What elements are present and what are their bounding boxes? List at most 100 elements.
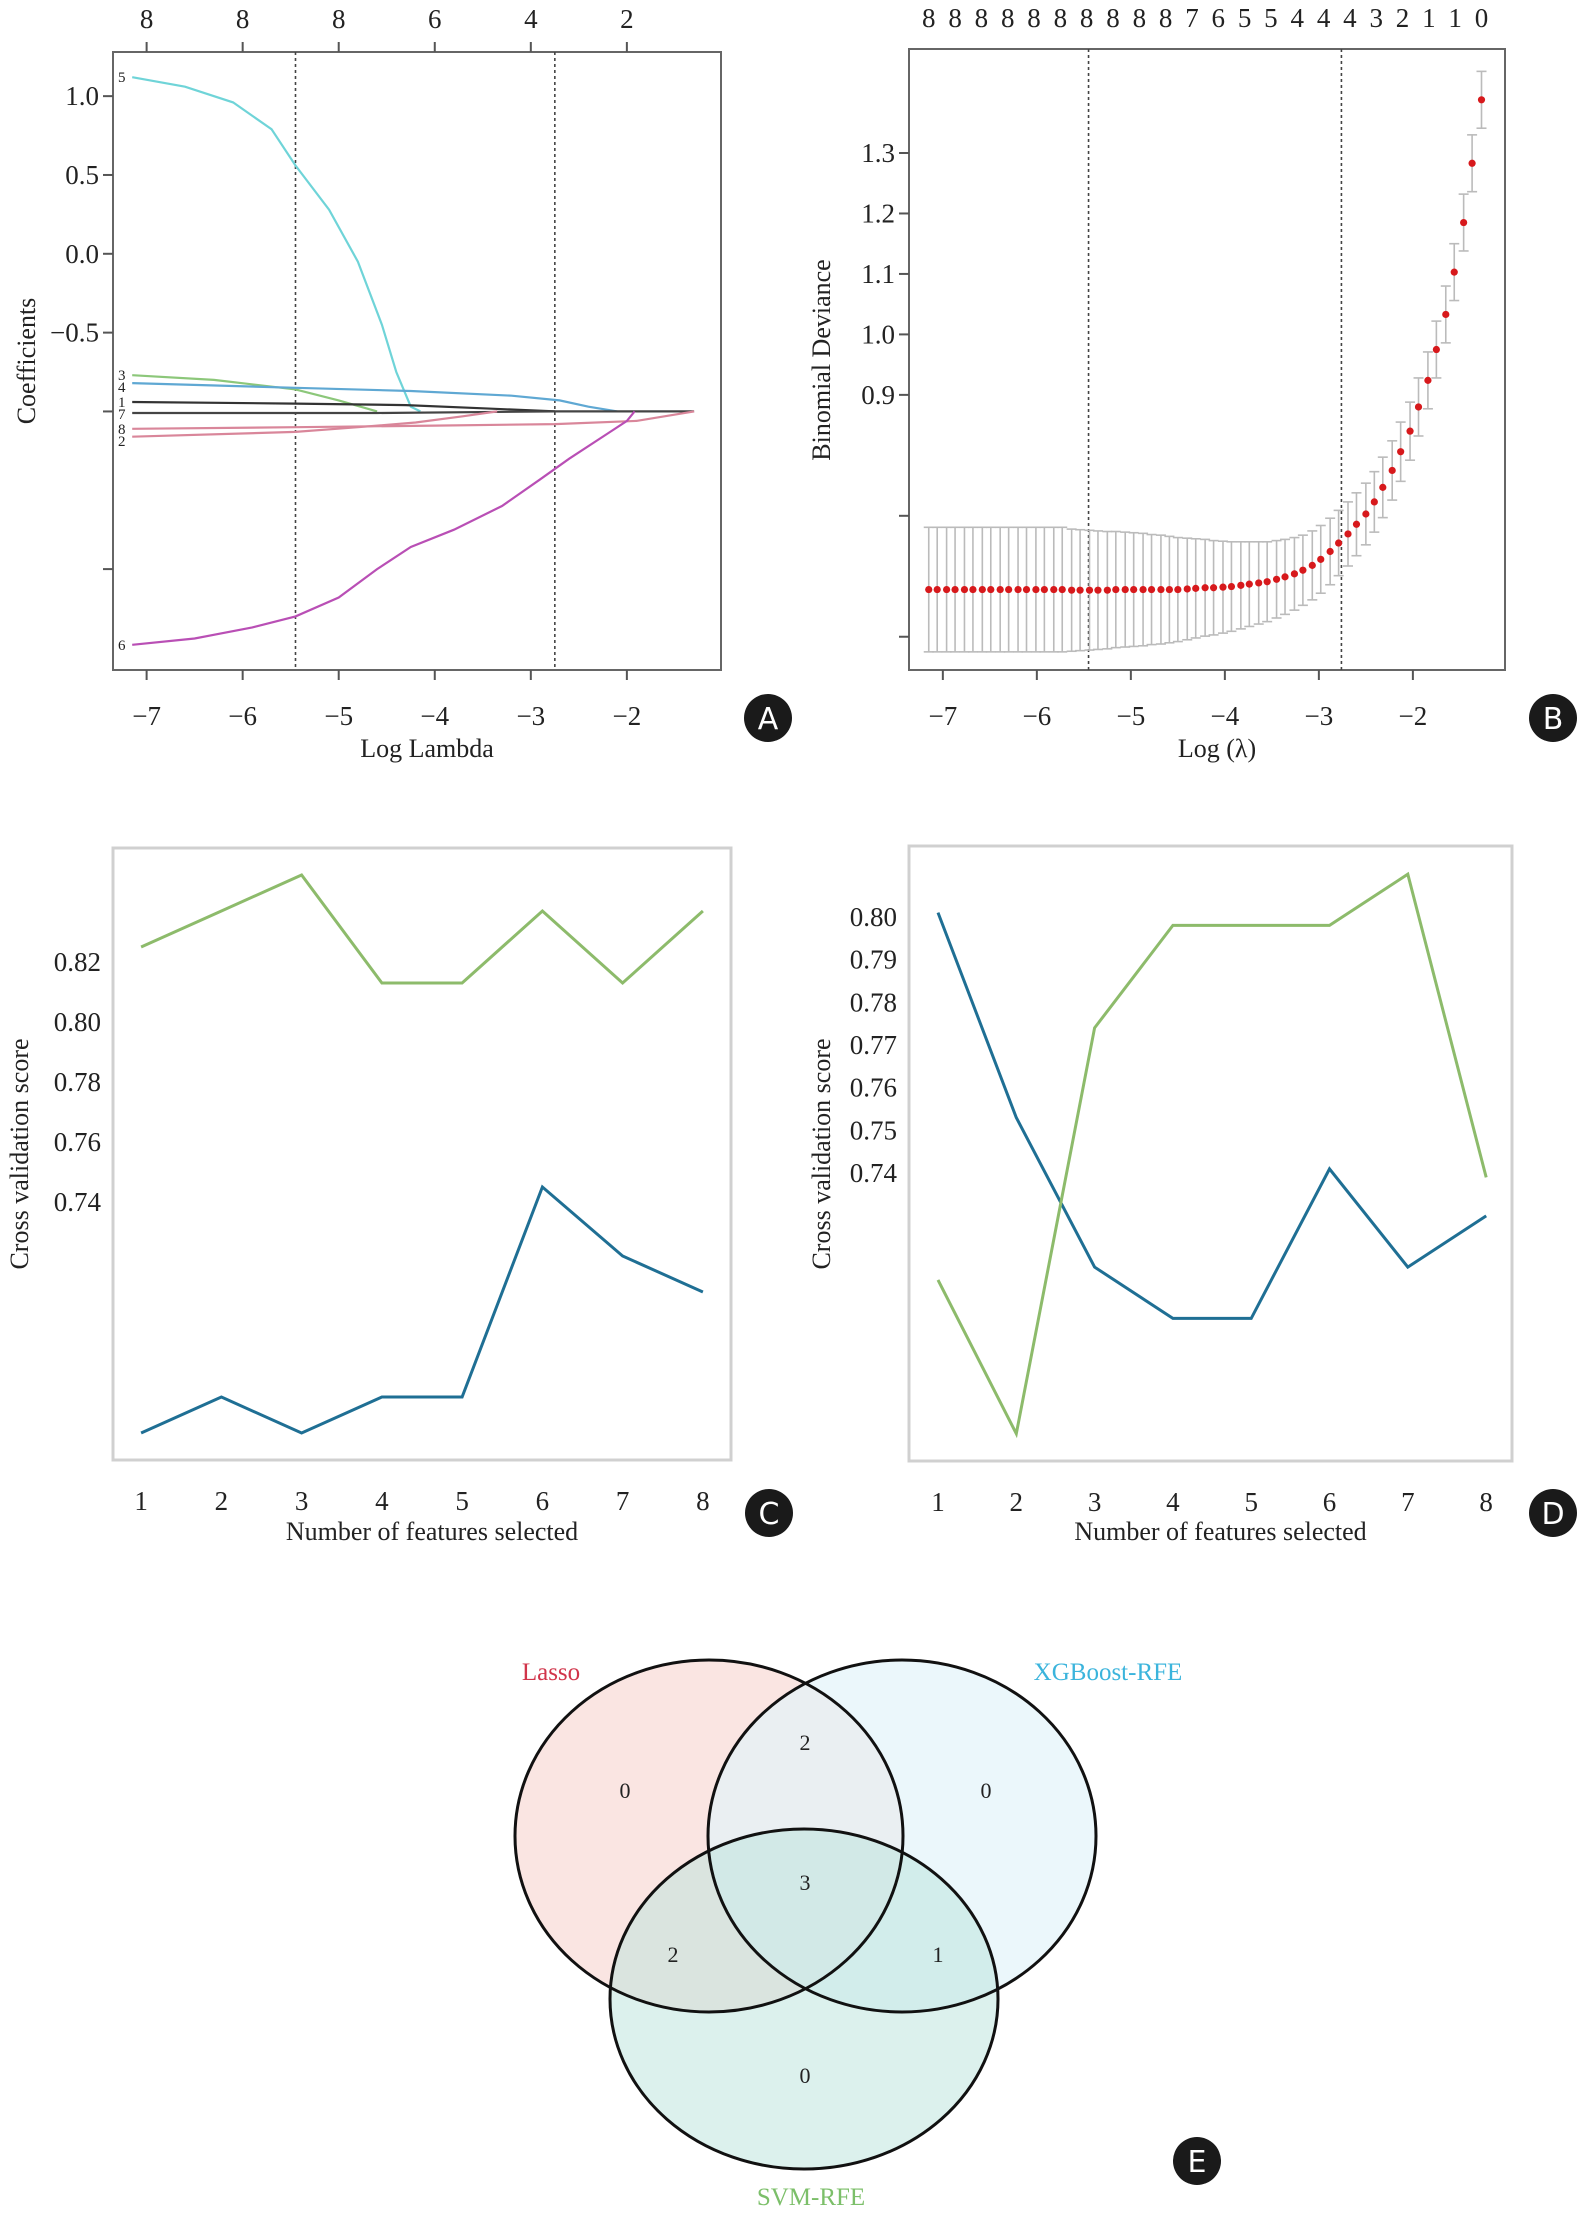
top-axis-label: 8 bbox=[140, 4, 154, 34]
deviance-point bbox=[1477, 96, 1486, 104]
deviance-point bbox=[951, 585, 959, 594]
panel-d-cross-validation: 1 2 3 4 5 6 7 8 0.80 0.79 0.78 0.77 0.76 0.75 0.74 Numb… bbox=[807, 844, 1577, 1546]
deviance-point bbox=[1192, 584, 1200, 592]
x-axis-title: Number of features selected bbox=[1074, 1517, 1366, 1546]
venn-count-xgboost-svm: 1 bbox=[933, 1942, 944, 1967]
y-tick-label: 1.0 bbox=[65, 81, 99, 111]
top-axis-label: 8 bbox=[332, 4, 346, 34]
x-tick-label: 2 bbox=[215, 1486, 229, 1516]
panel-badge-b: B bbox=[1529, 694, 1577, 742]
x-tick-label: 6 bbox=[1323, 1487, 1337, 1517]
deviance-point bbox=[1272, 575, 1281, 583]
top-axis-label: 3 bbox=[1369, 3, 1383, 33]
badge-letter: B bbox=[1543, 702, 1564, 737]
top-axis-label: 5 bbox=[1264, 3, 1278, 33]
deviance-point bbox=[987, 585, 995, 594]
cv-score-line-green bbox=[140, 873, 704, 986]
deviance-point bbox=[1112, 585, 1120, 594]
x-tick-label: 4 bbox=[1166, 1487, 1180, 1517]
deviance-point bbox=[1174, 585, 1182, 594]
badge-letter: D bbox=[1541, 1497, 1564, 1532]
coefficient-path-7 bbox=[132, 410, 695, 415]
y-tick-label: 0.0 bbox=[65, 239, 99, 269]
venn-outline-xgboost bbox=[706, 1658, 1098, 2014]
venn-count-xgboost-only: 0 bbox=[981, 1778, 992, 1803]
coefficient-path-label: 3 bbox=[118, 368, 126, 384]
deviance-point bbox=[1183, 585, 1191, 593]
x-tick-label: 3 bbox=[295, 1486, 309, 1516]
y-tick-label: 0.76 bbox=[54, 1127, 101, 1157]
badge-letter: A bbox=[758, 702, 779, 737]
venn-label-xgboost: XGBoost-RFE bbox=[1034, 1659, 1183, 1686]
deviance-point bbox=[1227, 582, 1236, 591]
badge-letter: E bbox=[1188, 2145, 1207, 2180]
deviance-point bbox=[1058, 585, 1066, 594]
y-tick-label: 0.80 bbox=[54, 1007, 101, 1037]
x-tick-label: −7 bbox=[928, 701, 957, 731]
x-tick-label: −2 bbox=[613, 701, 642, 731]
coefficient-path-label: 4 bbox=[118, 380, 126, 396]
deviance-point bbox=[1299, 566, 1307, 574]
x-tick-label: 1 bbox=[931, 1487, 945, 1517]
top-axis-label: 2 bbox=[620, 4, 634, 34]
deviance-point bbox=[1147, 585, 1156, 594]
cv-score-line-blue bbox=[936, 912, 1488, 1320]
top-axis-label: 1 bbox=[1448, 3, 1462, 33]
venn-outline-svm bbox=[608, 1827, 1000, 2171]
deviance-point bbox=[1219, 583, 1227, 591]
deviance-point bbox=[1130, 585, 1138, 594]
top-axis-label: 8 bbox=[1001, 3, 1015, 33]
y-tick-label: −0.5 bbox=[50, 318, 99, 348]
deviance-point bbox=[1209, 584, 1218, 592]
x-tick-label: 2 bbox=[1010, 1487, 1024, 1517]
deviance-point bbox=[1424, 376, 1432, 384]
badge-circle bbox=[1529, 1489, 1577, 1537]
x-tick-label: 3 bbox=[1088, 1487, 1102, 1517]
x-tick-label: 5 bbox=[1244, 1487, 1258, 1517]
y-tick-label: 0.5 bbox=[65, 160, 99, 190]
x-tick-label: 7 bbox=[616, 1486, 630, 1516]
x-tick-label: −6 bbox=[228, 701, 257, 731]
y-axis-title: Cross validation score bbox=[807, 1038, 836, 1269]
deviance-point bbox=[1201, 584, 1209, 592]
y-tick-label: 0.9 bbox=[861, 380, 895, 410]
y-tick-label: 0.75 bbox=[850, 1115, 897, 1145]
top-axis-label: 2 bbox=[1396, 3, 1410, 33]
panel-c-cross-validation: 1 2 3 4 5 6 7 8 0.82 0.80 0.78 0.76 0.74 Number of fe… bbox=[5, 846, 793, 1546]
badge-letter: C bbox=[759, 1497, 780, 1532]
plot-frame bbox=[111, 846, 733, 1462]
venn-label-lasso: Lasso bbox=[522, 1659, 580, 1686]
panel-badge-d: D bbox=[1529, 1489, 1577, 1537]
deviance-point bbox=[1406, 427, 1414, 435]
plot-frame bbox=[112, 51, 722, 671]
x-tick-label: 1 bbox=[134, 1486, 148, 1516]
venn-count-lasso-xgboost: 2 bbox=[800, 1730, 811, 1755]
panel-badge-a: A bbox=[744, 694, 792, 742]
deviance-point bbox=[1094, 586, 1102, 594]
top-axis-label: 8 bbox=[1106, 3, 1120, 33]
deviance-point bbox=[1414, 403, 1423, 411]
y-axis-title: Coefficients bbox=[12, 298, 41, 425]
deviance-point bbox=[1450, 268, 1458, 276]
coefficient-path-label: 5 bbox=[118, 70, 126, 86]
coefficient-path-label: 8 bbox=[118, 422, 126, 438]
panel-b-binomial-deviance: −7 −6 −5 −4 −3 −2 1.3 1.2 1.1 1.0 0.9 Log (λ) Binomi… bbox=[807, 3, 1577, 763]
deviance-point bbox=[1245, 580, 1253, 588]
coefficient-path-6 bbox=[132, 410, 636, 646]
coefficient-path-label: 6 bbox=[118, 638, 126, 654]
coefficient-path-label: 2 bbox=[118, 434, 126, 450]
coefficient-path-4 bbox=[132, 382, 618, 413]
venn-circle-svm bbox=[610, 1829, 998, 2169]
x-tick-label: 6 bbox=[536, 1486, 550, 1516]
deviance-point bbox=[996, 585, 1004, 594]
deviance-point bbox=[960, 585, 969, 594]
x-tick-label: −4 bbox=[1210, 701, 1239, 731]
panel-a-lasso-coefficient-paths: −7 −6 −5 −4 −3 −2 1.0 0.5 0.0 −0.5 Log Lambda Coeff… bbox=[12, 4, 792, 763]
venn-label-svm: SVM-RFE bbox=[757, 2184, 865, 2211]
top-axis-label: 7 bbox=[1185, 3, 1199, 33]
cv-score-line-blue bbox=[140, 1184, 704, 1435]
deviance-point bbox=[1335, 539, 1343, 547]
y-tick-label: 0.78 bbox=[54, 1067, 101, 1097]
deviance-point bbox=[1121, 585, 1129, 594]
